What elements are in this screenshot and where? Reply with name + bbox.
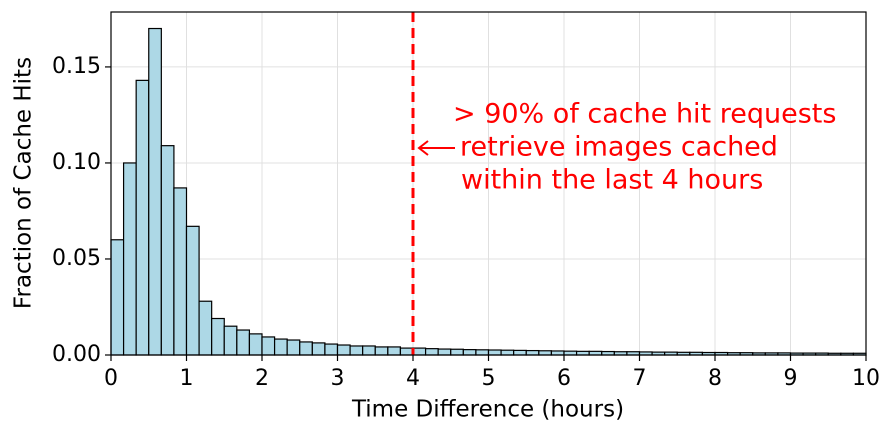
bar xyxy=(487,349,502,356)
x-tick-label: 9 xyxy=(784,366,798,391)
bar xyxy=(362,345,376,356)
bar xyxy=(387,346,402,356)
y-tick-label: 0.00 xyxy=(52,342,101,367)
y-axis-label: Fraction of Cache Hits xyxy=(11,57,37,309)
bar xyxy=(223,325,238,356)
x-tick-label: 1 xyxy=(180,366,194,391)
bar xyxy=(261,336,276,356)
y-tick-label: 0.10 xyxy=(52,150,101,175)
x-tick-label: 6 xyxy=(557,366,571,391)
y-tick-label: 0.05 xyxy=(52,246,101,271)
bar xyxy=(513,349,527,356)
bar xyxy=(122,162,137,356)
bar xyxy=(475,349,490,356)
bar xyxy=(273,338,288,356)
bar xyxy=(198,300,213,356)
bar xyxy=(236,329,251,356)
bar xyxy=(450,348,464,356)
bar xyxy=(424,348,439,356)
x-tick-label: 3 xyxy=(331,366,345,391)
bar xyxy=(173,187,188,356)
x-tick-label: 4 xyxy=(406,366,420,391)
annotation: > 90% of cache hit requests xyxy=(453,99,836,130)
arrow-head xyxy=(417,140,429,156)
bar xyxy=(399,347,414,356)
x-tick-label: 5 xyxy=(482,366,496,391)
bar xyxy=(462,349,477,356)
bar xyxy=(286,339,301,356)
bar xyxy=(160,145,175,356)
bar xyxy=(349,345,364,356)
bar xyxy=(248,333,263,356)
x-tick-label: 0 xyxy=(104,366,118,391)
bar xyxy=(324,343,339,356)
y-tick-label: 0.15 xyxy=(52,54,101,79)
bar xyxy=(148,27,162,356)
bar xyxy=(336,344,351,356)
x-tick-label: 2 xyxy=(255,366,269,391)
bar xyxy=(135,79,150,356)
bar xyxy=(538,350,553,356)
x-tick-label: 7 xyxy=(633,366,647,391)
x-axis-label: Time Difference (hours) xyxy=(351,397,624,423)
bar xyxy=(374,346,389,356)
bar xyxy=(437,348,452,356)
x-tick-label: 8 xyxy=(708,366,722,391)
bar xyxy=(110,239,125,356)
bar xyxy=(500,349,515,356)
bar xyxy=(525,349,540,356)
bar xyxy=(211,317,225,356)
bar xyxy=(299,341,313,356)
x-tick-label: 10 xyxy=(852,366,880,391)
annotation: retrieve images cached xyxy=(460,132,778,163)
bar xyxy=(185,225,200,356)
bar xyxy=(550,350,565,356)
bar xyxy=(311,342,326,356)
annotation: within the last 4 hours xyxy=(461,165,763,196)
plot-frame xyxy=(110,11,867,356)
bar xyxy=(412,347,427,356)
